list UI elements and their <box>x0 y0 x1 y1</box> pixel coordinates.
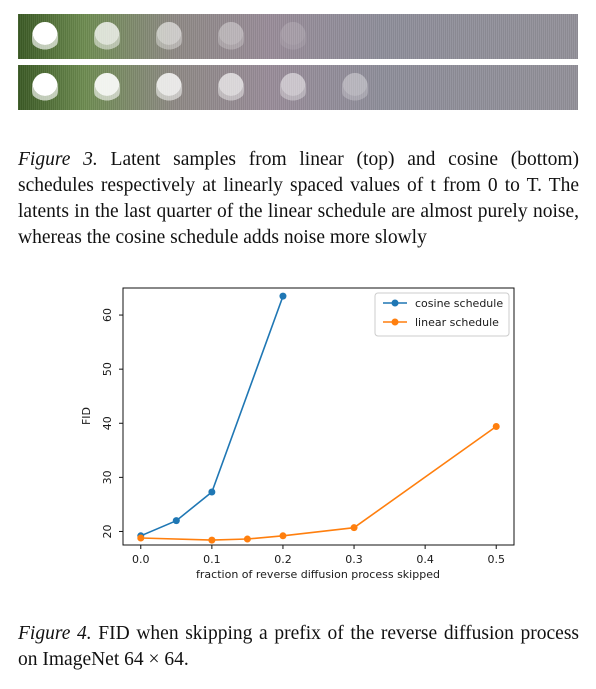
linear-schedule-latents-strip <box>18 14 578 59</box>
x-tick-label: 0.4 <box>416 553 434 566</box>
x-tick-label: 0.3 <box>345 553 363 566</box>
dog-sample-2 <box>94 73 120 103</box>
data-point <box>172 517 180 525</box>
y-axis-label: FID <box>80 407 93 425</box>
dog-sample-2 <box>94 22 120 52</box>
dog-sample-6 <box>342 73 368 103</box>
series-line-0 <box>140 295 284 537</box>
figure-3-label: Figure 3. <box>18 149 98 170</box>
dog-sample-5 <box>280 73 306 103</box>
figure-4-text: FID when skipping a prefix of the revers… <box>18 623 580 670</box>
dog-sample-4 <box>218 73 244 103</box>
series-points <box>137 292 500 544</box>
data-point <box>279 292 287 300</box>
data-point <box>350 524 358 532</box>
dog-sample-4 <box>218 22 244 52</box>
data-point <box>243 535 251 543</box>
dog-sample-1 <box>32 73 58 103</box>
figure-3-caption: Figure 3. Latent samples from linear (to… <box>18 147 579 251</box>
figure-4-caption: Figure 4. FID when skipping a prefix of … <box>18 621 579 673</box>
data-point <box>208 488 216 496</box>
series-lines <box>140 295 497 541</box>
x-axis-label: fraction of reverse diffusion process sk… <box>196 568 440 581</box>
data-point <box>492 423 500 431</box>
legend-box <box>374 292 510 337</box>
dog-sample-3 <box>156 22 182 52</box>
y-tick-label: 30 <box>101 470 114 484</box>
series-line-1 <box>140 425 497 541</box>
x-tick-label: 0.1 <box>203 553 221 566</box>
dog-sample-1 <box>32 22 58 52</box>
y-tick-label: 40 <box>101 416 114 430</box>
x-tick-label: 0.5 <box>487 553 505 566</box>
legend-swatch-marker <box>391 299 399 307</box>
x-tick-label: 0.2 <box>274 553 292 566</box>
data-point <box>208 536 216 544</box>
plot-frame <box>122 287 515 546</box>
figure-3-text: Latent samples from linear (top) and cos… <box>18 149 579 248</box>
legend-label: cosine schedule <box>415 297 503 310</box>
fid-line-chart: 0.0 0.1 0.2 0.3 0.4 0.5 20 30 40 50 60 fraction of… <box>80 287 515 581</box>
legend: cosine schedule linear schedule <box>374 292 510 337</box>
dog-sample-3 <box>156 73 182 103</box>
y-tick-label: 50 <box>101 362 114 376</box>
axis-ticks: 0.0 0.1 0.2 0.3 0.4 0.5 20 30 40 50 60 <box>101 308 505 566</box>
x-tick-label: 0.0 <box>132 553 150 566</box>
legend-label: linear schedule <box>415 316 499 329</box>
y-tick-label: 20 <box>101 524 114 538</box>
cosine-schedule-latents-strip <box>18 65 578 110</box>
y-tick-label: 60 <box>101 308 114 322</box>
legend-swatch-marker <box>391 318 399 326</box>
data-point <box>137 534 145 542</box>
data-point <box>279 532 287 540</box>
figure-4-label: Figure 4. <box>18 623 92 644</box>
dog-sample-5 <box>280 22 306 52</box>
